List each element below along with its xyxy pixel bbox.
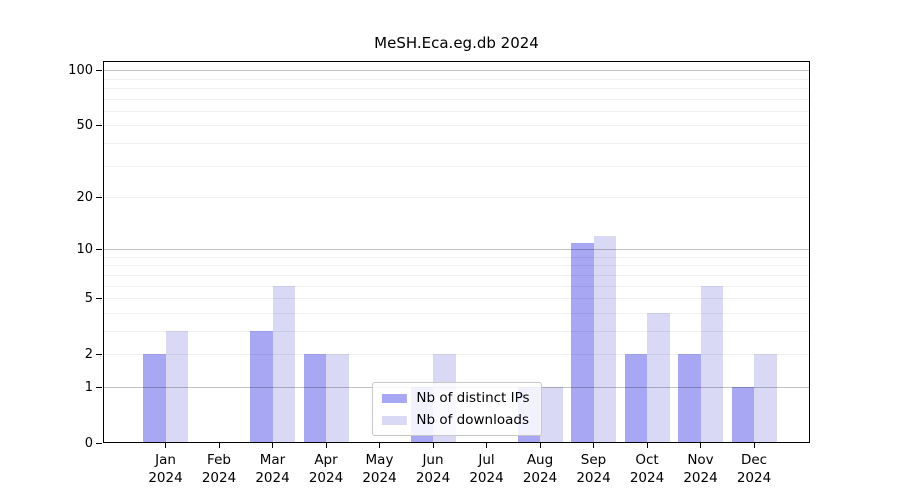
chart-title: MeSH.Eca.eg.db 2024 (374, 34, 539, 52)
bar-downloads (326, 354, 349, 443)
bar-downloads (647, 313, 670, 443)
x-tick-label: Aug 2024 (522, 452, 558, 486)
minor-gridline (103, 353, 810, 355)
plot-area: 0 1 2 5 10 20 50 100 Jan 2024 Feb 2024 Mar 2024 Apr 202… (68, 61, 810, 486)
legend: Nb of distinct IPs Nb of downloads (371, 382, 542, 436)
minor-gridline (103, 88, 810, 90)
x-tick-label: Feb 2024 (201, 452, 237, 486)
x-tick-label: Jul 2024 (469, 452, 504, 486)
grid-layer (103, 61, 810, 443)
x-tick-label: Jun 2024 (415, 452, 451, 486)
minor-gridline (103, 125, 810, 127)
y-tick-label: 100 (68, 63, 93, 79)
ticks-layer: 0 1 2 5 10 20 50 100 Jan 2024 Feb 2024 Mar 2024 Apr 202… (68, 61, 810, 486)
bar-downloads (540, 387, 563, 443)
y-tick-mark (96, 125, 102, 127)
y-tick-mark (96, 70, 102, 72)
y-tick-label: 10 (76, 242, 93, 258)
minor-gridline (103, 274, 810, 276)
minor-gridline (103, 256, 810, 258)
legend-swatch-distinct-ips-icon (381, 393, 407, 403)
y-tick-mark (96, 297, 102, 299)
y-tick-label: 2 (84, 346, 93, 362)
x-tick-mark (700, 443, 701, 448)
y-tick-mark (96, 353, 102, 355)
bar-distinct-ips (624, 354, 647, 443)
x-tick-mark (325, 443, 327, 448)
legend-label-distinct-ips: Nb of distinct IPs (416, 390, 530, 406)
minor-gridline (103, 297, 810, 299)
legend-swatch-downloads-icon (381, 415, 407, 425)
x-tick-label: Oct 2024 (629, 452, 665, 486)
bar-downloads (754, 354, 777, 443)
x-tick-mark (539, 443, 541, 448)
x-tick-mark (272, 443, 273, 448)
x-tick-mark (593, 443, 594, 448)
y-tick-label: 0 (84, 435, 93, 451)
minor-gridline (103, 142, 810, 144)
minor-gridline (103, 98, 810, 100)
legend-item-distinct-ips: Nb of distinct IPs (381, 390, 530, 406)
x-tick-mark (486, 443, 487, 448)
x-tick-mark (165, 443, 166, 448)
x-tick-mark (379, 443, 380, 448)
bar-distinct-ips (571, 242, 594, 443)
major-gridline (103, 249, 810, 251)
y-tick-mark (96, 249, 102, 251)
y-tick-label: 50 (76, 118, 93, 134)
minor-gridline (103, 196, 810, 198)
x-tick-label: Apr 2024 (308, 452, 344, 486)
x-tick-label: May 2024 (362, 452, 397, 486)
minor-gridline (103, 285, 810, 287)
minor-gridline (103, 78, 810, 80)
x-tick-mark (646, 443, 648, 448)
legend-label-downloads: Nb of downloads (416, 412, 529, 428)
y-tick-mark (96, 386, 102, 388)
x-tick-mark (218, 443, 220, 448)
bar-distinct-ips (731, 387, 754, 443)
y-tick-label: 20 (76, 189, 93, 205)
bar-distinct-ips (303, 354, 326, 443)
minor-gridline (103, 165, 810, 167)
x-tick-label: Nov 2024 (683, 452, 718, 486)
minor-gridline (103, 110, 810, 112)
x-tick-label: Jan 2024 (148, 452, 183, 486)
bar-downloads (165, 331, 188, 443)
y-tick-mark (96, 196, 102, 198)
y-tick-mark (96, 442, 102, 444)
bar-downloads (593, 236, 616, 443)
x-tick-label: Sep 2024 (576, 452, 611, 486)
minor-gridline (103, 265, 810, 267)
major-gridline (103, 70, 810, 72)
bar-distinct-ips (678, 354, 701, 443)
x-tick-mark (432, 443, 434, 448)
legend-item-downloads: Nb of downloads (381, 412, 529, 428)
bar-distinct-ips (143, 354, 166, 443)
y-tick-label: 1 (84, 379, 93, 395)
y-tick-label: 5 (84, 290, 93, 306)
x-tick-mark (753, 443, 755, 448)
minor-gridline (103, 312, 810, 314)
bar-distinct-ips (250, 331, 273, 443)
x-tick-label: Mar 2024 (255, 452, 290, 486)
x-tick-label: Dec 2024 (736, 452, 772, 486)
minor-gridline (103, 330, 810, 332)
bar-downloads (700, 286, 723, 443)
bar-downloads (272, 286, 295, 443)
